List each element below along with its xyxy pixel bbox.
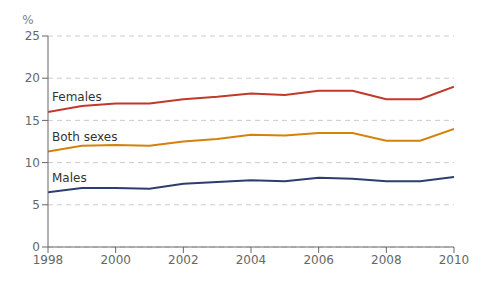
svg-text:2002: 2002 [168, 253, 199, 267]
svg-text:2004: 2004 [236, 253, 267, 267]
svg-text:1998: 1998 [33, 253, 64, 267]
svg-text:0: 0 [32, 240, 40, 254]
svg-text:5: 5 [32, 198, 40, 212]
svg-text:Both sexes: Both sexes [52, 130, 118, 144]
svg-text:2006: 2006 [303, 253, 334, 267]
svg-text:25: 25 [25, 29, 40, 43]
svg-text:2000: 2000 [100, 253, 131, 267]
svg-text:2010: 2010 [439, 253, 470, 267]
svg-text:2008: 2008 [371, 253, 402, 267]
svg-text:Males: Males [52, 171, 87, 185]
svg-text:10: 10 [25, 156, 40, 170]
svg-text:20: 20 [25, 71, 40, 85]
svg-text:15: 15 [25, 114, 40, 128]
svg-text:%: % [22, 13, 33, 27]
svg-text:Females: Females [52, 90, 102, 104]
